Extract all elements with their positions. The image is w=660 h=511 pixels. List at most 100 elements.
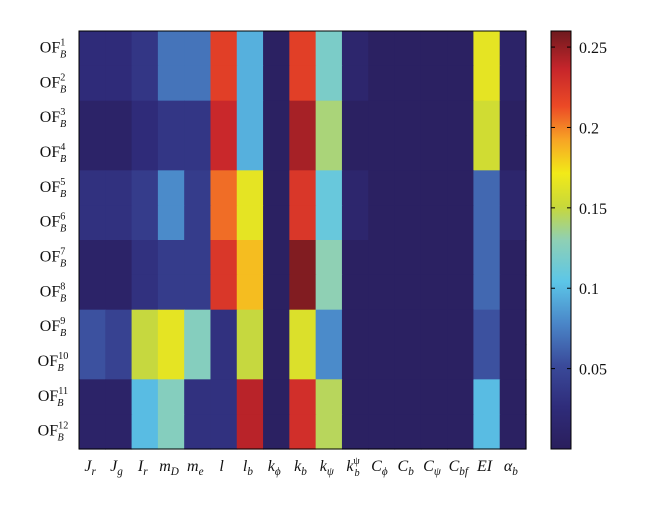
heatmap-cell: [420, 379, 448, 415]
heatmap-cell: [394, 100, 422, 137]
heatmap-cell: [157, 309, 185, 346]
heatmap-cell: [105, 344, 133, 380]
heatmap-cell: [341, 414, 369, 450]
heatmap-cell: [420, 170, 448, 206]
heatmap-cell: [341, 170, 369, 206]
heatmap-cell: [341, 31, 369, 67]
colorbar-ticks: 0.05 0.1 0.15 0.2 0.25: [551, 40, 607, 379]
heatmap-cell: [131, 344, 159, 380]
heatmap-cell: [263, 65, 290, 102]
heatmap-cell: [420, 100, 448, 137]
heatmap-cell: [499, 135, 527, 171]
heatmap-cell: [210, 379, 238, 415]
colorbar-tick-label: 0.15: [579, 201, 607, 218]
heatmap-cell: [79, 31, 106, 67]
row-label: OF10 B: [38, 351, 69, 374]
heatmap-cell: [157, 274, 185, 311]
heatmap-cell: [105, 414, 133, 450]
heatmap-cell: [368, 135, 396, 171]
heatmap-cell: [447, 414, 475, 450]
heatmap-cell: [394, 274, 422, 311]
heatmap-cell: [210, 414, 238, 450]
column-label: Cϕ: [371, 458, 388, 478]
heatmap-cell: [447, 65, 475, 102]
heatmap-cell: [289, 344, 317, 380]
heatmap-cell: [368, 379, 396, 415]
column-label: kb: [294, 458, 307, 478]
column-label: Jg: [110, 458, 123, 478]
heatmap-cell: [341, 240, 369, 276]
heatmap-cell: [263, 205, 290, 241]
heatmap-cell: [341, 274, 369, 311]
heatmap-cell: [184, 379, 212, 415]
heatmap-cell: [184, 100, 212, 137]
heatmap-cell: [105, 240, 133, 276]
heatmap-cell: [184, 414, 212, 450]
heatmap-cell: [420, 274, 448, 311]
heatmap-cell: [368, 414, 396, 450]
heatmap-cell: [447, 240, 475, 276]
row-label: OF2 B: [40, 72, 67, 95]
column-label: kψ b: [346, 456, 360, 479]
heatmap-cell: [79, 100, 106, 137]
heatmap-cell: [341, 100, 369, 137]
heatmap-cell: [447, 379, 475, 415]
column-label: l: [219, 458, 224, 475]
heatmap-cell: [184, 135, 212, 171]
heatmap-cell: [184, 170, 212, 206]
heatmap-cell: [394, 379, 422, 415]
heatmap-cell: [79, 65, 106, 102]
heatmap-cell: [394, 31, 422, 67]
heatmap-cell: [157, 414, 185, 450]
heatmap-cell: [315, 309, 343, 346]
heatmap-cell: [473, 240, 501, 276]
heatmap-cell: [315, 414, 343, 450]
heatmap-cell: [447, 31, 475, 67]
heatmap-cell: [473, 205, 501, 241]
heatmap-cell: [105, 205, 133, 241]
heatmap-cell: [131, 65, 159, 102]
heatmap-cell: [315, 205, 343, 241]
colorbar-tick-label: 0.25: [579, 40, 607, 57]
heatmap-cell: [447, 205, 475, 241]
heatmap-cell: [499, 205, 527, 241]
row-labels: OF1 B OF2 B OF3 B OF4 B OF5 B OF6 B OF7 B OF8 B OF9 B OF10…: [38, 37, 69, 443]
heatmap-cell: [157, 379, 185, 415]
heatmap-cell: [341, 65, 369, 102]
colorbar-tick-label: 0.1: [579, 281, 599, 298]
heatmap-cell: [420, 205, 448, 241]
heatmap-cell: [236, 170, 264, 206]
heatmap-cell: [394, 65, 422, 102]
heatmap-cell: [289, 135, 317, 171]
column-label: αb: [504, 458, 518, 478]
heatmap-cell: [263, 100, 290, 137]
heatmap-cell: [394, 414, 422, 450]
heatmap-cell: [210, 205, 238, 241]
heatmap-cell: [157, 240, 185, 276]
heatmap-cell: [394, 170, 422, 206]
heatmap-cell: [289, 100, 317, 137]
row-label: OF9 B: [40, 316, 67, 339]
heatmap-cell: [131, 414, 159, 450]
heatmap-cell: [473, 31, 501, 67]
heatmap-cell: [289, 240, 317, 276]
heatmap-cell: [394, 309, 422, 346]
column-label: Ir: [137, 458, 148, 478]
heatmap-cell: [394, 240, 422, 276]
heatmap-cell: [157, 205, 185, 241]
heatmap-cell: [473, 344, 501, 380]
heatmap-cell: [210, 240, 238, 276]
heatmap-cell: [341, 344, 369, 380]
heatmap-cell: [315, 274, 343, 311]
heatmap-cell: [499, 240, 527, 276]
row-label: OF7 B: [40, 246, 67, 269]
heatmap-cell: [79, 240, 106, 276]
row-label: OF5 B: [40, 177, 67, 200]
heatmap-cell: [210, 100, 238, 137]
heatmap-cell: [263, 274, 290, 311]
heatmap-cell: [157, 170, 185, 206]
heatmap-cell: [420, 31, 448, 67]
row-label: OF8 B: [40, 281, 67, 304]
column-label: mD: [159, 458, 179, 478]
heatmap-cell: [236, 379, 264, 415]
